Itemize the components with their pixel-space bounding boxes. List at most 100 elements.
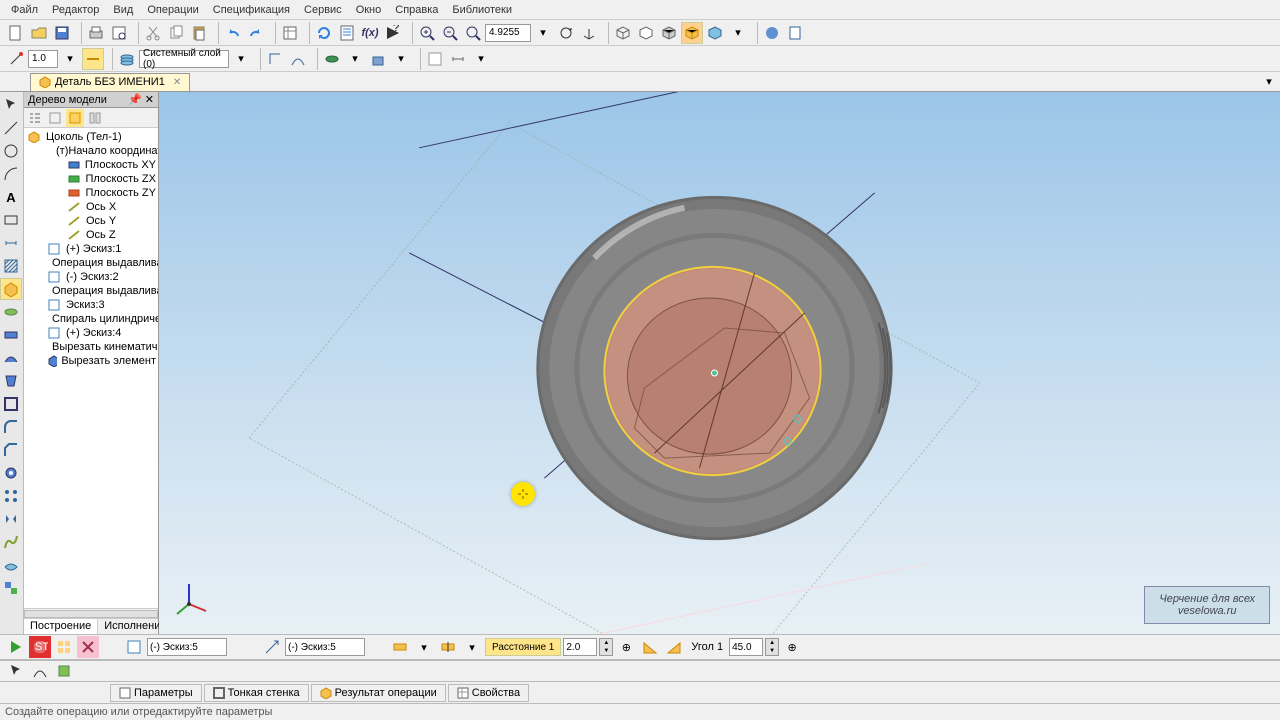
properties-button[interactable] xyxy=(279,22,301,44)
tree-plane-zy[interactable]: Плоскость ZY xyxy=(24,186,158,200)
ortho-button[interactable] xyxy=(264,48,286,70)
line-weight[interactable]: 1.0 xyxy=(28,50,58,68)
paste-button[interactable] xyxy=(188,22,210,44)
color-button[interactable] xyxy=(761,22,783,44)
zoom-fit-button[interactable] xyxy=(462,22,484,44)
menu-window[interactable]: Окно xyxy=(350,2,388,18)
sketch-icon[interactable] xyxy=(123,636,145,658)
tree-plane-xy[interactable]: Плоскость XY xyxy=(24,158,158,172)
slope-button[interactable] xyxy=(639,636,661,658)
shell-tool[interactable] xyxy=(0,393,22,415)
grid-button[interactable] xyxy=(424,48,446,70)
type-dropdown[interactable]: ▾ xyxy=(413,636,435,658)
snap-button[interactable] xyxy=(5,48,27,70)
tree-root[interactable]: Цоколь (Тел-1) xyxy=(24,130,158,144)
auto-button[interactable] xyxy=(53,636,75,658)
spec-button[interactable] xyxy=(336,22,358,44)
tree-sketch4[interactable]: (+) Эскиз:4 xyxy=(24,326,158,340)
body-button[interactable] xyxy=(53,660,75,682)
model-tree[interactable]: Цоколь (Тел-1) (т)Начало координат Плоск… xyxy=(24,128,158,608)
loft-tool[interactable] xyxy=(0,370,22,392)
line-tool[interactable] xyxy=(0,117,22,139)
surface-dropdown[interactable]: ▾ xyxy=(344,48,366,70)
zoom-in-button[interactable] xyxy=(416,22,438,44)
surface-button[interactable] xyxy=(321,48,343,70)
line-style-button[interactable] xyxy=(82,48,104,70)
copy-button[interactable] xyxy=(165,22,187,44)
angle-more[interactable]: ⊕ xyxy=(781,636,803,658)
layer-icon[interactable] xyxy=(116,48,138,70)
tab-result[interactable]: Результат операции xyxy=(311,684,446,702)
zoom-value[interactable]: 4.9255 xyxy=(485,24,531,42)
distance-input[interactable] xyxy=(563,638,597,656)
dim-button[interactable] xyxy=(447,48,469,70)
cut-button[interactable] xyxy=(142,22,164,44)
sketch-field-1[interactable] xyxy=(147,638,227,656)
tab-properties[interactable]: Свойства xyxy=(448,684,529,702)
zoom-dropdown[interactable]: ▾ xyxy=(532,22,554,44)
extrude-tool[interactable] xyxy=(0,278,22,300)
tree-extrude2[interactable]: Операция выдавливания xyxy=(24,284,158,298)
distance-spinner[interactable]: ▲▼ xyxy=(599,638,613,656)
rect-tool[interactable] xyxy=(0,209,22,231)
tree-list-icon[interactable] xyxy=(46,109,64,127)
tree-view-icon[interactable] xyxy=(26,109,44,127)
slope2-button[interactable] xyxy=(663,636,685,658)
sketch-field-2[interactable] xyxy=(285,638,365,656)
help-button[interactable]: ? xyxy=(382,22,404,44)
pick-button[interactable] xyxy=(5,660,27,682)
mass-dropdown[interactable]: ▾ xyxy=(390,48,412,70)
assembly-tool[interactable] xyxy=(0,577,22,599)
menu-specification[interactable]: Спецификация xyxy=(207,2,296,18)
surface3d-tool[interactable] xyxy=(0,554,22,576)
tab-construction[interactable]: Построение xyxy=(24,619,98,634)
hidden-button[interactable] xyxy=(635,22,657,44)
tab-thin-wall[interactable]: Тонкая стенка xyxy=(204,684,309,702)
tree-sketch2[interactable]: (-) Эскиз:2 xyxy=(24,270,158,284)
new-button[interactable] xyxy=(5,22,27,44)
pattern-tool[interactable] xyxy=(0,485,22,507)
viewport[interactable]: Черчение для всех veselowa.ru xyxy=(159,92,1280,634)
doc-tab[interactable]: Деталь БЕЗ ИМЕНИ1 ✕ xyxy=(30,73,190,91)
circle-tool[interactable] xyxy=(0,140,22,162)
menu-help[interactable]: Справка xyxy=(389,2,444,18)
dim-tool[interactable] xyxy=(0,232,22,254)
filter-button[interactable] xyxy=(784,22,806,44)
tree-cut-sweep[interactable]: Вырезать кинематически xyxy=(24,340,158,354)
chamfer-tool[interactable] xyxy=(0,439,22,461)
pin-icon[interactable]: 📌 ✕ xyxy=(128,93,154,106)
direction-icon[interactable] xyxy=(261,636,283,658)
shaded-edges-button[interactable] xyxy=(681,22,703,44)
tree-cut-elem[interactable]: Вырезать элемент xyxy=(24,354,158,368)
menu-operations[interactable]: Операции xyxy=(141,2,204,18)
tree-sketch3[interactable]: Эскиз:3 xyxy=(24,298,158,312)
tree-collapse-icon[interactable] xyxy=(86,109,104,127)
tree-origin[interactable]: (т)Начало координат xyxy=(24,144,158,158)
tab-params[interactable]: Параметры xyxy=(110,684,202,702)
curve3d-tool[interactable] xyxy=(0,531,22,553)
type-button[interactable] xyxy=(389,636,411,658)
wireframe-button[interactable] xyxy=(612,22,634,44)
dist-type-button[interactable] xyxy=(437,636,459,658)
layer-name[interactable]: Системный слой (0) xyxy=(139,50,229,68)
line-weight-dropdown[interactable]: ▾ xyxy=(59,48,81,70)
tab-menu-icon[interactable]: ▾ xyxy=(1258,71,1280,93)
dim-dropdown[interactable]: ▾ xyxy=(470,48,492,70)
arc-tool[interactable] xyxy=(0,163,22,185)
preview-button[interactable] xyxy=(108,22,130,44)
apply-button[interactable] xyxy=(5,636,27,658)
close-tab-icon[interactable]: ✕ xyxy=(173,77,181,88)
tree-spiral[interactable]: Спираль цилиндрическая xyxy=(24,312,158,326)
tree-axis-x[interactable]: Ось X xyxy=(24,200,158,214)
curve-button[interactable] xyxy=(287,48,309,70)
redo-button[interactable] xyxy=(245,22,267,44)
select-tool[interactable] xyxy=(0,94,22,116)
save-button[interactable] xyxy=(51,22,73,44)
angle-input[interactable] xyxy=(729,638,763,656)
hole-tool[interactable] xyxy=(0,462,22,484)
dist-type-dropdown[interactable]: ▾ xyxy=(461,636,483,658)
revolve-tool[interactable] xyxy=(0,301,22,323)
fx-button[interactable]: f(x) xyxy=(359,22,381,44)
axis-button[interactable] xyxy=(578,22,600,44)
shaded-button[interactable] xyxy=(658,22,680,44)
